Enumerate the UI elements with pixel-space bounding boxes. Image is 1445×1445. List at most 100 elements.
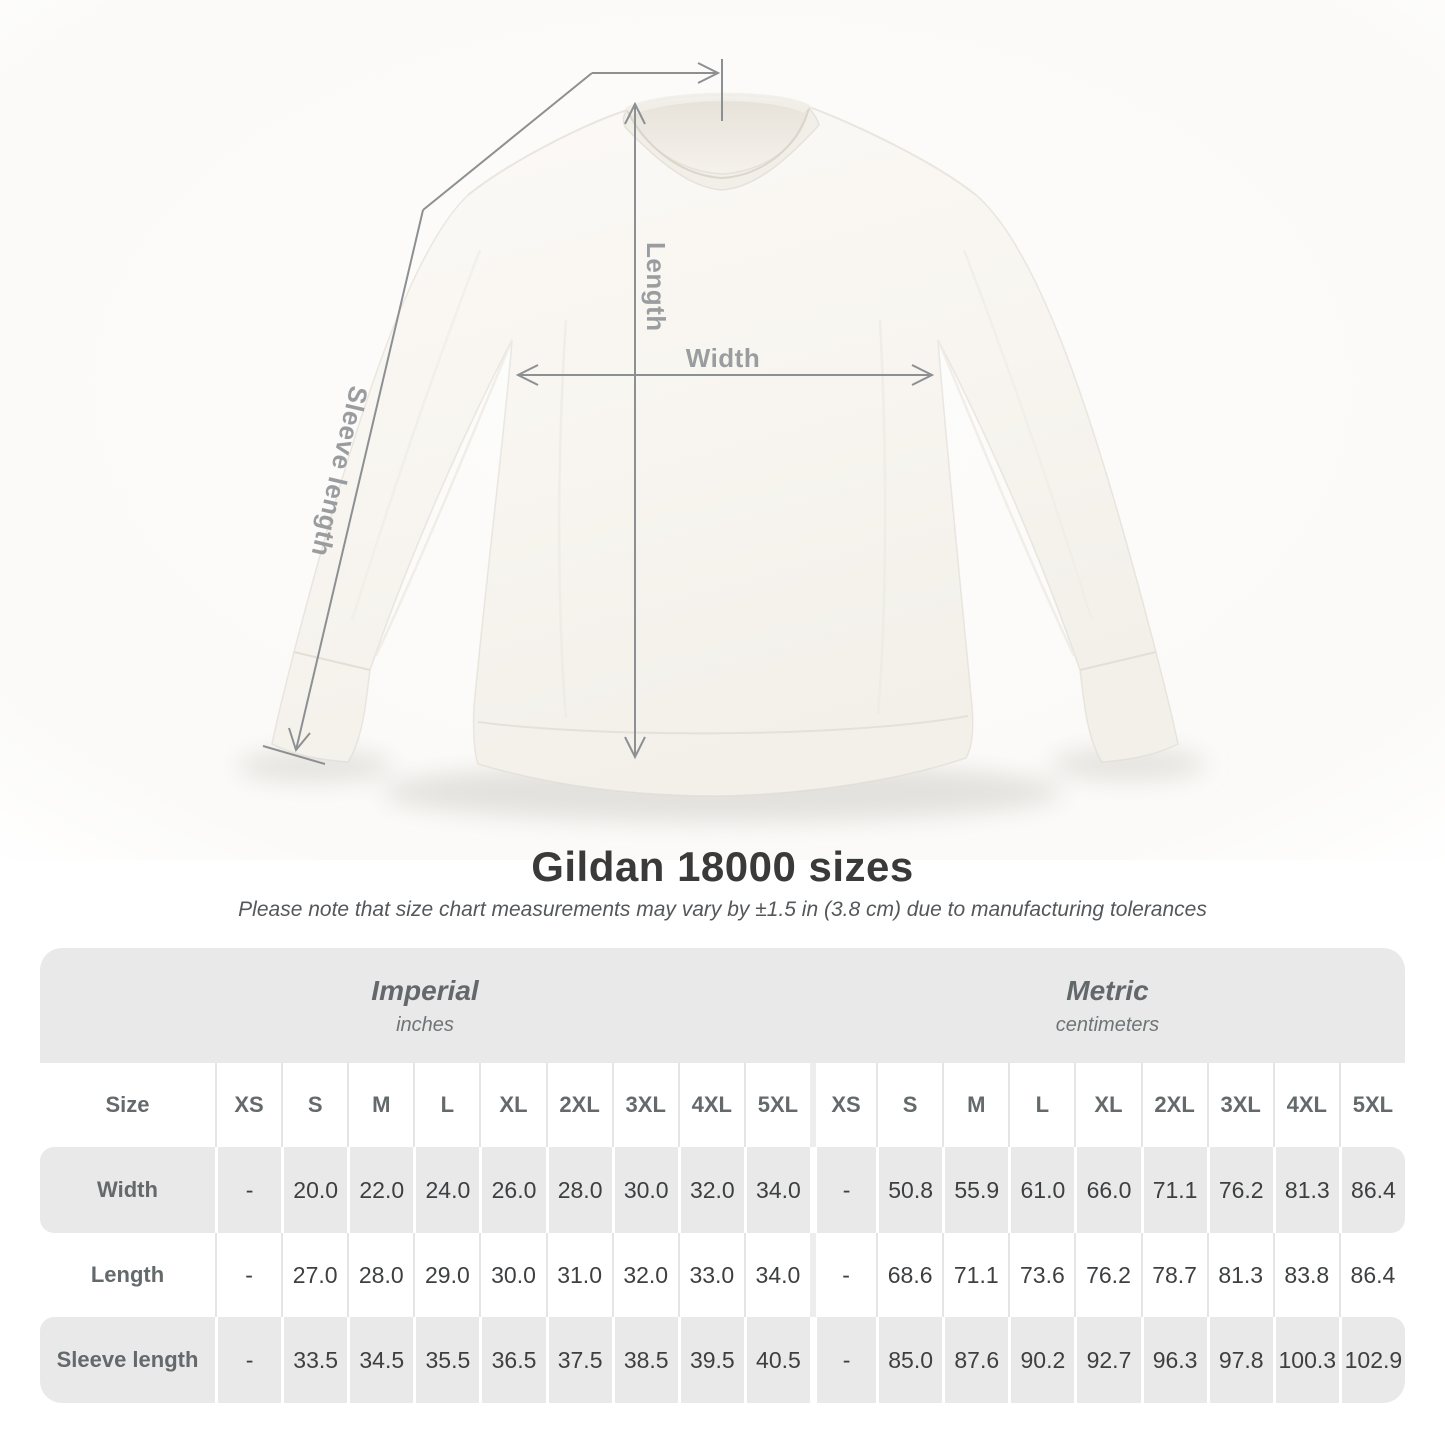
cell-metric: 68.6 — [876, 1233, 943, 1317]
cell-metric: 85.0 — [876, 1317, 943, 1403]
measurement-row-sleeve-length: Sleeve length -33.5 34.5 35.5 36.5 37.5 38.5 39… — [40, 1317, 1405, 1403]
cell-imperial: 32.0 — [611, 1233, 678, 1317]
cell-imperial: 30.0 — [479, 1233, 546, 1317]
cell-metric: 81.3 — [1272, 1147, 1339, 1233]
tolerance-note: Please note that size chart measurements… — [238, 898, 1207, 921]
cell-metric: 71.1 — [942, 1233, 1009, 1317]
cell-imperial: 38.5 — [611, 1317, 678, 1403]
size-header-row: Size XS S M L XL 2XL 3XL 4XL 5XL XS S M L XL 2XL 3XL 4XL 5… — [40, 1063, 1405, 1147]
size-header-metric-XL: XL — [1074, 1063, 1141, 1147]
cell-imperial: 28.0 — [545, 1147, 612, 1233]
cell-imperial: - — [215, 1147, 282, 1233]
size-header-metric-3XL: 3XL — [1206, 1063, 1273, 1147]
cell-metric: 102.9 — [1338, 1317, 1405, 1403]
cell-metric: 50.8 — [876, 1147, 943, 1233]
cell-metric: 97.8 — [1206, 1317, 1273, 1403]
cell-imperial: 20.0 — [281, 1147, 348, 1233]
size-header-imperial-XS: XS — [215, 1063, 282, 1147]
width-measure-label: Width — [685, 343, 761, 373]
sweatshirt-figure — [0, 0, 1445, 860]
row-label: Length — [40, 1233, 215, 1317]
imperial-group-title: Imperial — [371, 974, 479, 1006]
cell-metric: - — [809, 1317, 877, 1403]
size-header-imperial-XL: XL — [479, 1063, 546, 1147]
size-header-metric-4XL: 4XL — [1272, 1063, 1339, 1147]
size-header-metric-XS: XS — [809, 1063, 877, 1147]
cell-metric: 76.2 — [1074, 1233, 1141, 1317]
measurement-row-length: Length -27.0 28.0 29.0 30.0 31.0 32.0 33.0 34.0-… — [40, 1233, 1405, 1317]
imperial-group-unit: inches — [396, 1013, 454, 1036]
size-header-metric-L: L — [1008, 1063, 1075, 1147]
row-label: Width — [40, 1147, 215, 1233]
length-measure-label: Length — [641, 242, 671, 332]
size-header-imperial-5XL: 5XL — [743, 1063, 810, 1147]
cell-imperial: 31.0 — [545, 1233, 612, 1317]
cell-imperial: 34.0 — [743, 1233, 810, 1317]
size-header-imperial-L: L — [413, 1063, 480, 1147]
width-measure-line — [515, 364, 935, 386]
cell-metric: 73.6 — [1008, 1233, 1075, 1317]
cell-metric: 55.9 — [942, 1147, 1009, 1233]
measurement-lines — [262, 59, 935, 765]
imperial-group-header: Imperial inches — [40, 948, 810, 1063]
cell-imperial: - — [215, 1233, 282, 1317]
cell-metric: 87.6 — [942, 1317, 1009, 1403]
cell-metric: 83.8 — [1272, 1233, 1339, 1317]
cell-imperial: 22.0 — [347, 1147, 414, 1233]
arrow-up-icon — [624, 101, 646, 125]
arrow-down-icon — [624, 736, 646, 760]
unit-group-header-row: Imperial inches Metric centimeters — [40, 948, 1405, 1063]
cell-metric: 78.7 — [1140, 1233, 1207, 1317]
arrow-right-icon — [911, 364, 935, 386]
cell-imperial: 33.5 — [281, 1317, 348, 1403]
size-header-metric-2XL: 2XL — [1140, 1063, 1207, 1147]
cell-imperial: 24.0 — [413, 1147, 480, 1233]
row-label: Sleeve length — [40, 1317, 215, 1403]
cell-metric: 90.2 — [1008, 1317, 1075, 1403]
garment-seams — [293, 107, 1157, 735]
cell-imperial: 35.5 — [413, 1317, 480, 1403]
neck-opening — [627, 99, 809, 174]
size-header-imperial-2XL: 2XL — [545, 1063, 612, 1147]
size-chart-table: Imperial inches Metric centimeters Size X… — [40, 948, 1405, 1403]
sweatshirt-silhouette — [271, 94, 1179, 797]
cell-metric: 100.3 — [1272, 1317, 1339, 1403]
size-header-metric-S: S — [876, 1063, 943, 1147]
size-column-header: Size — [40, 1063, 215, 1147]
sleeve-measure-line — [262, 59, 723, 765]
cell-metric: - — [809, 1233, 877, 1317]
cell-imperial: 30.0 — [611, 1147, 678, 1233]
measurement-row-width: Width -20.0 22.0 24.0 26.0 28.0 30.0 32.0 34.0-5… — [40, 1147, 1405, 1233]
cell-imperial: 32.0 — [677, 1147, 744, 1233]
cell-metric: 66.0 — [1074, 1147, 1141, 1233]
cell-metric: 76.2 — [1206, 1147, 1273, 1233]
metric-group-title: Metric — [1066, 974, 1149, 1006]
cell-metric: 86.4 — [1338, 1233, 1405, 1317]
cell-imperial: 40.5 — [743, 1317, 810, 1403]
size-header-imperial-3XL: 3XL — [611, 1063, 678, 1147]
size-header-metric-5XL: 5XL — [1338, 1063, 1405, 1147]
cell-metric: 61.0 — [1008, 1147, 1075, 1233]
cell-metric: 81.3 — [1206, 1233, 1273, 1317]
page-title: Gildan 18000 sizes — [531, 843, 914, 890]
arrow-right-icon — [697, 62, 721, 84]
size-header-imperial-S: S — [281, 1063, 348, 1147]
size-header-imperial-M: M — [347, 1063, 414, 1147]
size-chart-table-container: Imperial inches Metric centimeters Size X… — [40, 948, 1405, 1403]
collar-band — [622, 106, 820, 191]
cell-metric: - — [809, 1147, 877, 1233]
length-measure-line — [624, 101, 646, 760]
cell-imperial: 34.0 — [743, 1147, 810, 1233]
cell-imperial: 39.5 — [677, 1317, 744, 1403]
cuff-tick — [262, 745, 326, 765]
collar-inner-seam — [626, 107, 810, 180]
cell-imperial: 27.0 — [281, 1233, 348, 1317]
cell-imperial: 37.5 — [545, 1317, 612, 1403]
size-header-metric-M: M — [942, 1063, 1009, 1147]
cell-imperial: - — [215, 1317, 282, 1403]
cell-imperial: 28.0 — [347, 1233, 414, 1317]
arrow-down-left-icon — [288, 727, 311, 753]
metric-group-header: Metric centimeters — [809, 948, 1405, 1063]
sweatshirt-image — [271, 92, 1179, 797]
back-neck-band — [625, 92, 811, 115]
